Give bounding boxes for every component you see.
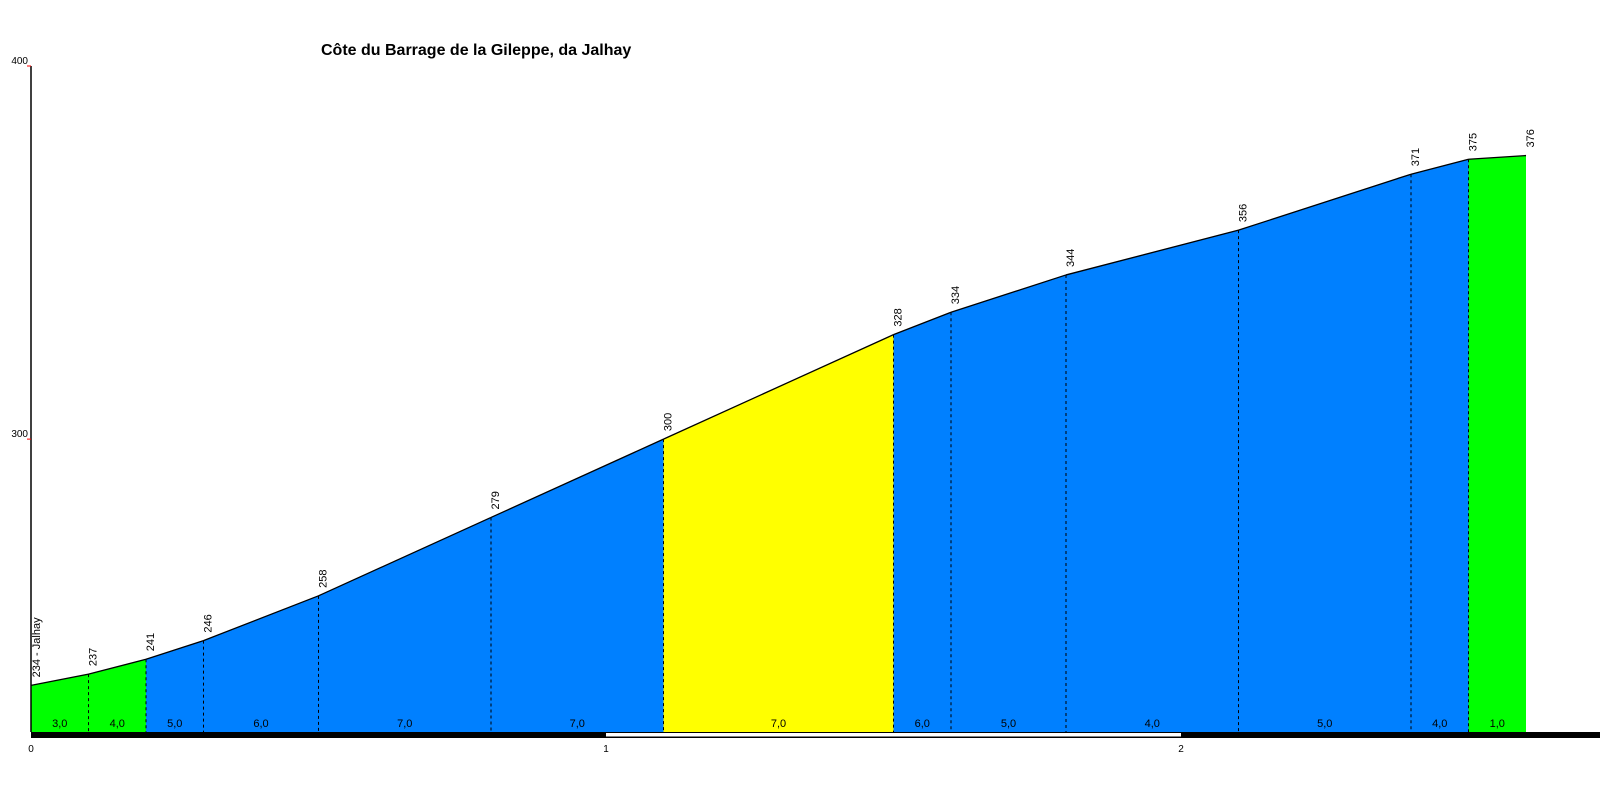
elevation-label: 371 — [1410, 148, 1422, 166]
profile-line — [893, 311, 952, 336]
elevation-label: 279 — [490, 491, 502, 509]
gradient-label: 1,0 — [1490, 718, 1505, 730]
profile-line — [1238, 173, 1412, 231]
gradient-segment — [88, 659, 146, 732]
elevation-label: 258 — [318, 569, 330, 587]
chart-title: Côte du Barrage de la Gileppe, da Jalhay — [321, 42, 631, 59]
profile-line — [490, 438, 664, 519]
y-tick-label: 300 — [11, 429, 28, 440]
elevation-label: 344 — [1065, 249, 1077, 267]
gradient-label: 6,0 — [253, 718, 268, 730]
elevation-label: 246 — [203, 614, 215, 632]
x-tick-label: 0 — [28, 744, 34, 755]
profile-line — [203, 595, 319, 642]
elevation-label: 376 — [1525, 129, 1537, 147]
profile-line — [145, 639, 204, 660]
y-tick-label: 400 — [11, 56, 28, 67]
gradient-segment — [491, 439, 664, 732]
gradient-segment — [203, 595, 319, 732]
gradient-label: 4,0 — [110, 718, 125, 730]
gradient-segment — [318, 517, 491, 732]
profile-line — [88, 658, 147, 675]
gradient-label: 7,0 — [771, 718, 786, 730]
gradient-segment — [893, 312, 951, 732]
gradient-label: 7,0 — [570, 718, 585, 730]
gradient-label: 5,0 — [1317, 718, 1332, 730]
x-tick-label: 2 — [1178, 744, 1184, 755]
gradient-label: 3,0 — [52, 718, 67, 730]
gradient-label: 5,0 — [1001, 718, 1016, 730]
elevation-label: 237 — [88, 648, 100, 666]
profile-line — [30, 673, 89, 686]
elevation-label: 334 — [950, 286, 962, 304]
profile-line — [663, 334, 894, 440]
profile-line — [318, 516, 492, 597]
gradient-segment — [1238, 174, 1411, 733]
x-tick-label: 1 — [603, 744, 609, 755]
gradient-segment — [1468, 155, 1526, 733]
elevation-label: 300 — [663, 413, 675, 431]
x-axis-km-band — [606, 733, 1181, 737]
gradient-segment — [663, 334, 894, 732]
gradient-segment — [31, 674, 89, 732]
elevation-label: 234 - Jalhay — [31, 617, 43, 677]
profile-line — [950, 274, 1067, 313]
gradient-label: 4,0 — [1145, 718, 1160, 730]
profile-line — [1410, 158, 1469, 175]
gradient-segment — [1411, 159, 1469, 732]
elevation-label: 356 — [1238, 204, 1250, 222]
gradient-segment — [146, 640, 204, 732]
elevation-label: 241 — [145, 633, 157, 651]
gradient-label: 5,0 — [167, 718, 182, 730]
gradient-label: 4,0 — [1432, 718, 1447, 730]
elevation-label: 328 — [893, 308, 905, 326]
gradient-label: 6,0 — [915, 718, 930, 730]
profile-line — [1065, 229, 1239, 276]
gradient-segment — [951, 274, 1066, 732]
gradient-label: 7,0 — [397, 718, 412, 730]
profile-line — [1468, 154, 1527, 160]
gradient-segment — [1066, 230, 1239, 732]
elevation-label: 375 — [1468, 133, 1480, 151]
